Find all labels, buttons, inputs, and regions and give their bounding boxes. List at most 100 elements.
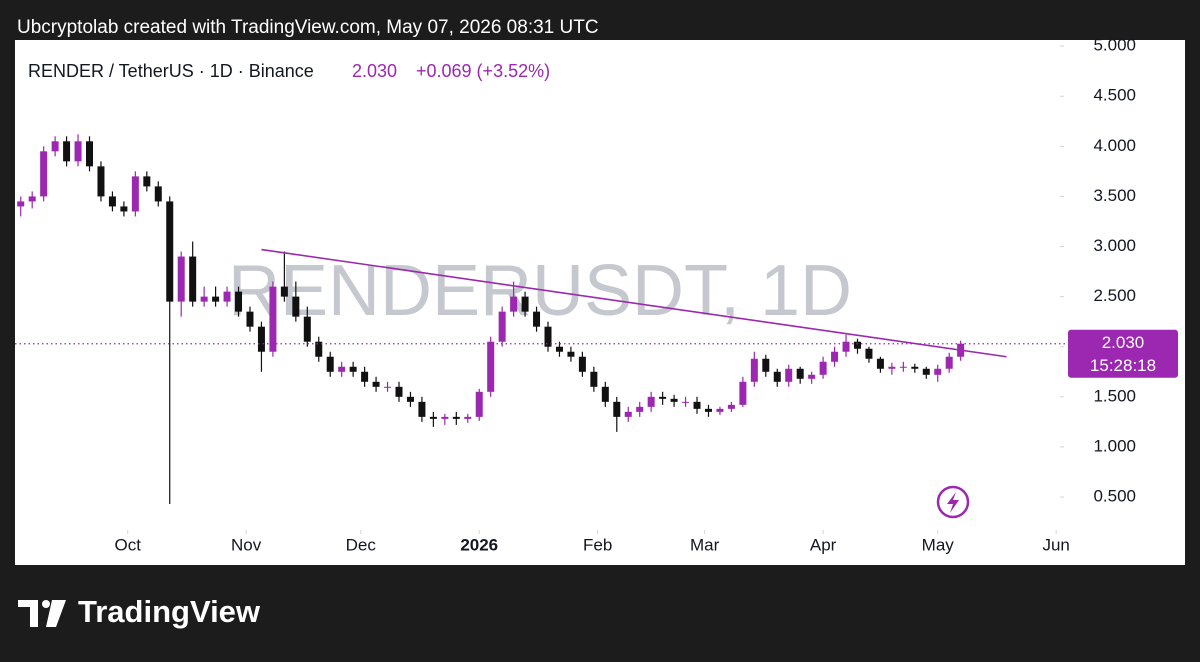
chart-panel <box>15 40 1185 565</box>
candle-body <box>441 416 449 419</box>
y-tick-label: 1.000 <box>1093 436 1136 455</box>
candle-body <box>200 296 208 302</box>
candle-body <box>613 401 621 417</box>
candle-body <box>97 166 105 197</box>
candle-body <box>40 151 48 197</box>
candle-body <box>842 341 850 352</box>
candle-body <box>670 398 678 402</box>
candle-body <box>521 296 529 312</box>
countdown: 15:28:18 <box>1090 356 1156 375</box>
candle-body <box>464 416 472 419</box>
y-tick-label: 3.500 <box>1093 186 1136 205</box>
price-change: +0.069 (+3.52%) <box>416 61 550 81</box>
brand-logo <box>18 600 66 627</box>
candle-body <box>934 368 942 375</box>
candle-body <box>636 406 644 412</box>
candle-body <box>235 291 243 312</box>
candle-body <box>63 141 71 162</box>
x-tick-label: Mar <box>690 535 720 554</box>
candle-body <box>418 401 426 417</box>
x-tick-label: Dec <box>346 535 377 554</box>
candle-body <box>17 201 25 207</box>
y-tick-label: 2.500 <box>1093 286 1136 305</box>
candle-body <box>727 404 735 409</box>
y-tick-label: 5.000 <box>1093 36 1136 55</box>
candle-body <box>338 366 346 372</box>
candle-body <box>647 396 655 407</box>
candle-body <box>498 311 506 342</box>
candle-body <box>86 141 94 167</box>
candle-body <box>108 196 116 207</box>
candle-body <box>739 381 747 405</box>
candle-body <box>578 356 586 372</box>
candle-body <box>773 371 781 382</box>
candle-body <box>796 368 804 379</box>
candle-body <box>269 286 277 352</box>
trend-line <box>261 248 1007 358</box>
candle-body <box>51 141 59 152</box>
candle-body <box>601 386 609 402</box>
candle-body <box>120 206 128 212</box>
candle-body <box>143 176 151 187</box>
candle-body <box>384 386 392 388</box>
x-tick-label: May <box>922 535 955 554</box>
candle-body <box>555 346 563 352</box>
candle-body <box>785 368 793 382</box>
candle-body <box>853 341 861 349</box>
candle-body <box>223 291 231 302</box>
last-price-box <box>1068 329 1178 378</box>
brand: TradingView <box>78 594 261 629</box>
candle-body <box>189 256 197 302</box>
last-price-label: 2.030 <box>1102 333 1145 352</box>
candle-body <box>131 176 139 212</box>
candle-body <box>567 351 575 357</box>
candle-body <box>659 396 667 399</box>
candle-body <box>246 311 254 327</box>
candle-body <box>154 186 162 202</box>
candle-body <box>624 411 632 417</box>
candle-body <box>704 408 712 412</box>
symbol-title: RENDER / TetherUS · 1D · Binance <box>28 61 314 81</box>
y-tick-label: 3.000 <box>1093 236 1136 255</box>
candle-body <box>808 374 816 379</box>
x-tick-label: 2026 <box>460 535 498 554</box>
candle-body <box>349 366 357 372</box>
candle-body <box>452 416 460 419</box>
candle-body <box>257 326 265 352</box>
y-tick-label: 4.500 <box>1093 86 1136 105</box>
x-tick-label: Feb <box>583 535 612 554</box>
candle-body <box>876 358 884 369</box>
candle-body <box>372 381 380 387</box>
attribution: Ubcryptolab created with TradingView.com… <box>17 17 599 38</box>
candle-body <box>899 366 907 368</box>
candle-body <box>212 296 220 302</box>
candle-body <box>292 296 300 317</box>
candle-body <box>487 341 495 392</box>
candle-body <box>945 356 953 369</box>
candle-body <box>406 396 414 402</box>
candle-body <box>429 416 437 419</box>
y-tick-label: 0.500 <box>1093 487 1136 506</box>
candle-body <box>510 296 518 312</box>
candle-body <box>865 348 873 359</box>
candle-body <box>762 358 770 372</box>
candle-body <box>533 311 541 327</box>
candle-body <box>303 316 311 342</box>
candle-body <box>888 366 896 369</box>
candle-body <box>28 196 36 202</box>
x-tick-label: Jun <box>1042 535 1069 554</box>
candle-body <box>315 341 323 357</box>
y-tick-label: 4.000 <box>1093 136 1136 155</box>
x-tick-label: Apr <box>810 535 837 554</box>
last-price: 2.030 <box>352 61 397 81</box>
candle-body <box>716 408 724 412</box>
candle-body <box>177 256 185 302</box>
candle-body <box>361 371 369 382</box>
candle-body <box>166 201 174 302</box>
x-tick-label: Oct <box>114 535 141 554</box>
candle-body <box>693 401 701 409</box>
candle-body <box>682 401 690 403</box>
candle-body <box>831 351 839 362</box>
